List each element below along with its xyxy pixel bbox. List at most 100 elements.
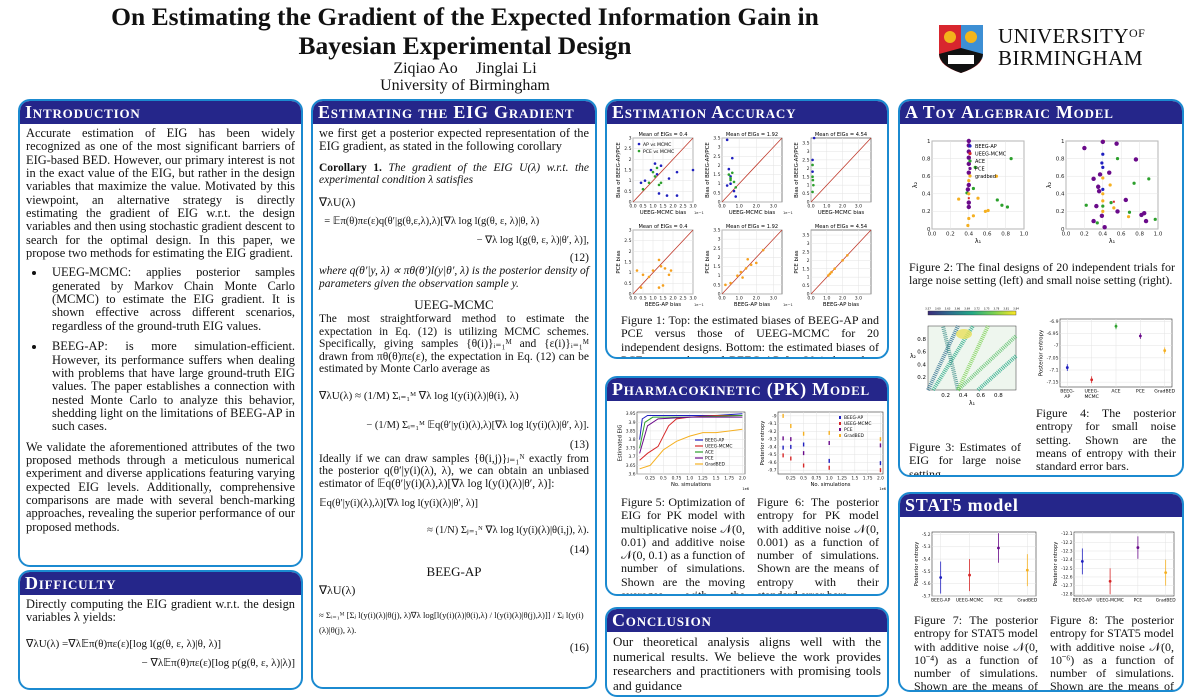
- equation: ∇λU(λ) =∇λ𝔼π(θ)πε(ε)[log l(g(θ, ε, λ)|θ,…: [26, 637, 222, 650]
- x-tick-label: 1.0: [1020, 232, 1029, 238]
- mean-marker: [1090, 378, 1094, 382]
- data-point: [653, 175, 657, 178]
- figure-caption: Figure 5: Optimization of EIG for PK mod…: [621, 495, 745, 596]
- y-tick-label: 0.4: [922, 192, 931, 198]
- x-tick-label: 0.4: [964, 232, 973, 238]
- x-tick-label: 1.0: [1154, 232, 1163, 238]
- legend-label: PCE: [975, 167, 985, 173]
- legend-label: ACE: [975, 159, 985, 165]
- legend-marker: [968, 166, 972, 171]
- x-tick-label: 3.0: [855, 204, 862, 210]
- data-point: [967, 192, 971, 196]
- equation: − ∇λ log l(g(θ, ε, λ)|θ′, λ)],: [476, 234, 589, 246]
- y-tick-label: -5.3: [922, 544, 931, 550]
- data-point: [986, 208, 990, 213]
- axis-exponent-label: 1e−1: [694, 211, 704, 215]
- subheading: BEEG-AP: [426, 564, 482, 580]
- y-tick-label: -5.4: [922, 557, 931, 563]
- colorbar-tick-label: 3.78: [994, 307, 1000, 311]
- data-point: [659, 264, 663, 268]
- y-tick-label: -9.3: [768, 437, 777, 443]
- colorbar-tick-label: 3.57: [925, 307, 931, 311]
- y-axis-label: Bias of BEEG-AP/PCE: [616, 142, 622, 198]
- y-tick-label: 3.65: [626, 463, 636, 469]
- y-tick-label: -5.5: [922, 569, 931, 575]
- plot-title: Mean of EIGs = 0.4: [639, 224, 688, 230]
- x-tick-label: 0.2: [946, 232, 955, 238]
- data-point: [729, 182, 732, 186]
- y-tick-label: 0: [629, 200, 632, 206]
- equation-number: (12): [569, 251, 589, 264]
- data-point: [1142, 210, 1147, 216]
- eig-band: [926, 325, 960, 391]
- data-point: [639, 181, 643, 185]
- y-tick-label: 3.85: [626, 428, 636, 434]
- y-tick-label: 2: [718, 163, 721, 169]
- poster-title: On Estimating the Gradient of the Expect…: [111, 2, 819, 60]
- x-tick-label: 0.6: [1117, 232, 1126, 238]
- y-tick-label: 1.5: [802, 266, 809, 272]
- data-point: [655, 166, 659, 170]
- legend-label: PCE vs MCMC: [643, 149, 674, 155]
- y-tick-label: -5.6: [922, 581, 931, 587]
- y-tick-label: -12.7: [1061, 583, 1073, 589]
- paragraph: Directly computing the EIG gradient w.r.…: [26, 597, 295, 625]
- y-tick-label: 0: [927, 227, 931, 233]
- x-axis-label: No. simulations: [671, 482, 711, 488]
- series-line: [639, 416, 743, 454]
- x-tick-label: 0.8: [1001, 232, 1010, 238]
- data-point: [1101, 187, 1105, 191]
- legend-marker: [968, 159, 972, 163]
- data-point: [744, 267, 748, 270]
- colorbar-tick-label: 3.66: [954, 307, 960, 311]
- legend-label: BEEG-AP: [975, 144, 997, 150]
- y-tick-label: 0.4: [917, 362, 926, 368]
- legend-marker: [637, 142, 641, 146]
- data-point: [643, 179, 647, 182]
- x-tick-label: UEEG-MCMC: [956, 597, 983, 603]
- legend-marker: [839, 428, 841, 431]
- figure-2-left-design-scatter: 0.0 0.2 0.4 0.6 0.8 1.0 0 0.2 0.4 0.6 0.8 1 λ₁ λ₂ BEEG…: [912, 138, 1029, 245]
- colorbar-tick-label: 3.81: [1003, 307, 1009, 311]
- x-tick-label: 1.5: [851, 475, 858, 481]
- data-point: [811, 170, 814, 173]
- plot-title: Mean of EIGs = 0.4: [639, 132, 688, 138]
- data-point: [736, 274, 739, 278]
- data-point: [724, 283, 727, 287]
- mean-marker: [1163, 349, 1167, 352]
- data-point: [811, 163, 814, 167]
- y-axis-label: Posterior entropy: [1053, 542, 1059, 587]
- equation: 𝔼q(θ′|y(i)(λ),λ)[∇λ log l(y(i)(λ)|θ′, λ)…: [319, 497, 478, 509]
- legend-label: UEEG-MCMC: [844, 421, 871, 427]
- data-point: [1143, 218, 1149, 224]
- data-point: [811, 158, 814, 162]
- y-tick-label: 3.9: [629, 420, 636, 426]
- x-tick-label: 1.75: [724, 475, 734, 481]
- data-point: [1101, 199, 1105, 203]
- y-tick-label: -6.9: [1050, 319, 1059, 325]
- y-tick-label: 1: [718, 181, 721, 187]
- data-point: [1101, 192, 1105, 196]
- y-tick-label: 0.2: [917, 375, 926, 381]
- y-tick-label: 0: [807, 200, 810, 206]
- corollary: Corollary 1. The gradient of the EIG U(λ…: [319, 161, 589, 187]
- axis-exponent-label: 1e−1: [783, 211, 793, 215]
- y-tick-label: 0.2: [1056, 209, 1065, 215]
- x-tick-label: 0.6: [983, 232, 992, 238]
- data-point: [1101, 209, 1105, 213]
- data-point: [732, 180, 736, 184]
- series-line: [639, 428, 743, 470]
- legend-label: GradBED: [705, 462, 725, 468]
- section-heading: A Toy Algebraic Model: [900, 101, 1182, 124]
- y-tick-label: 3: [807, 149, 810, 155]
- data-point: [667, 177, 671, 180]
- y-tick-label: -9.7: [768, 468, 777, 474]
- data-point: [675, 170, 679, 174]
- axis-exponent: 1e6: [742, 487, 749, 491]
- y-tick-label: 1.5: [713, 264, 720, 270]
- x-axis-label: No. simulations: [810, 482, 850, 488]
- plot-title: Mean of EIGs = 4.54: [815, 132, 867, 138]
- data-point: [846, 253, 849, 257]
- x-axis-label: UEEG-MCMC bias: [818, 210, 865, 216]
- y-tick-label: 1: [807, 275, 810, 281]
